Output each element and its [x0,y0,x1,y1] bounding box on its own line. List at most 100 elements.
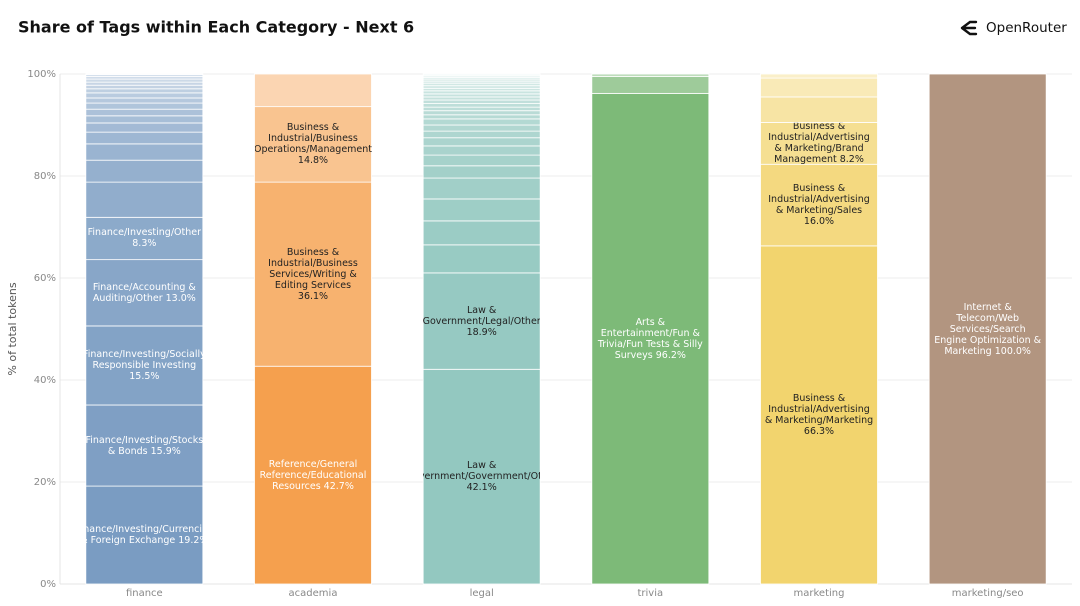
bar-segment [422,368,541,585]
bar-segment [760,73,878,79]
bar-segment [85,181,204,218]
chart-title: Share of Tags within Each Category - Nex… [18,18,414,37]
bar-segment [85,102,204,110]
bar-segment [422,145,541,156]
bar-segment [760,96,878,123]
segment-label: Law & Government/Legal/Other 18.9% [423,304,541,338]
bar-segment [254,73,372,108]
segment-label-box: Finance/Investing/Stocks & Bonds 15.9% [85,434,203,457]
bar-segment [422,137,541,147]
segment-label: Business & Industrial/Advertising & Mark… [764,392,874,437]
segment-label-box: Business & Industrial/Business Operation… [254,122,372,167]
segment-label: Internet & Telecom/Web Services/Search E… [934,301,1042,357]
bar-segment [422,165,541,179]
segment-label-box: Business & Industrial/Business Services/… [268,246,358,302]
y-tick-label: 0% [40,579,56,590]
x-tick-label: finance [126,588,163,599]
bar-segment [85,81,204,86]
bar-segment [422,130,541,139]
segment-label: Business & Industrial/Business Services/… [268,246,358,302]
bar-segment [422,198,541,222]
bar-segment [85,73,204,75]
bar-segment [760,245,878,585]
bar-segment [422,106,541,112]
y-axis-label: % of total tokens [6,282,19,375]
bar-segment [85,485,204,585]
segment-label-box: Finance/Investing/Other 8.3% [87,227,202,250]
bar-segment [85,216,204,261]
bar-segment [422,110,541,116]
x-tick-label: trivia [638,588,664,599]
bar-segment [254,365,372,585]
bar-segment [85,143,204,161]
brand-name: OpenRouter [986,20,1067,36]
segment-label-box: Business & Industrial/Advertising & Mark… [764,392,874,437]
segment-label-box: Internet & Telecom/Web Services/Search E… [934,301,1042,357]
bar-segment [85,108,204,117]
segment-label: Business & Industrial/Business Operation… [254,122,372,167]
bar-segment [760,77,878,98]
bar-segment [85,88,204,94]
x-tick-label: marketing/seo [952,588,1024,599]
bar-segment [422,272,541,370]
bar-segment [254,181,372,367]
bar-segment [422,244,541,274]
bar-segment [422,177,541,200]
bar-segment [85,92,204,99]
bar-segment [85,115,204,124]
bar-segment [422,99,541,104]
bar-segment [760,122,878,165]
bar-segment [254,106,372,183]
bar-segment [422,124,541,132]
bar-segment [85,325,204,406]
y-tick-label: 80% [34,171,56,182]
bar-segment [591,76,710,94]
bar-segment [422,154,541,167]
segment-label-box: Law & Government/Government/Other 42.1% [423,460,540,493]
bar-segment [422,114,541,120]
segment-label-box: Reference/General Reference/Educational … [259,458,367,492]
y-tick-label: 20% [34,477,56,488]
bar-segment [85,84,204,90]
segment-label: Business & Industrial/Advertising & Mark… [768,122,870,165]
segment-label: Finance/Investing/Socially Responsible I… [85,348,203,382]
bar-segment [422,73,541,76]
bar-segment [422,118,541,126]
x-tick-label: academia [289,588,338,599]
bar-segment [591,92,710,585]
bar-segment [422,220,541,246]
bar-segment [422,96,541,101]
segment-label: Finance/Investing/Other 8.3% [87,227,202,250]
bar-segment [422,90,541,95]
x-tick-label: marketing [794,588,845,599]
segment-label: Finance/Accounting & Auditing/Other 13.0… [92,281,196,304]
segment-label-box: Finance/Investing/Socially Responsible I… [85,348,203,382]
bar-segment [422,93,541,98]
bar-segment [85,131,204,145]
bar-segment [422,103,541,108]
y-tick-label: 60% [34,273,56,284]
segment-label: Finance/Investing/Currencies & Foreign E… [85,524,203,547]
segment-label-box: Law & Government/Legal/Other 18.9% [423,304,541,338]
segment-label: Finance/Investing/Stocks & Bonds 15.9% [85,434,203,457]
segment-label-box: Finance/Accounting & Auditing/Other 13.0… [92,281,196,304]
y-tick-label: 40% [34,375,56,386]
segment-label-box: Business & Industrial/Advertising & Mark… [768,183,870,228]
bar-segment [85,97,204,104]
bar-segment [85,78,204,83]
bar-segment [591,73,710,77]
bar-segment [760,163,878,247]
bar-segment [85,259,204,327]
bar-segment [928,73,1047,585]
segment-label-box: Business & Industrial/Advertising & Mark… [768,122,870,165]
bar-segment [85,122,204,133]
segment-label: Reference/General Reference/Educational … [259,458,367,492]
bar-segment [85,404,204,487]
segment-label-box: Arts & Entertainment/Fun & Trivia/Fun Te… [598,317,703,361]
y-tick-label: 100% [27,69,56,80]
segment-label: Business & Industrial/Advertising & Mark… [768,183,870,228]
segment-label-box: Finance/Investing/Currencies & Foreign E… [85,524,203,547]
bar-segment [85,159,204,183]
brand-logo: OpenRouter [960,20,1067,36]
